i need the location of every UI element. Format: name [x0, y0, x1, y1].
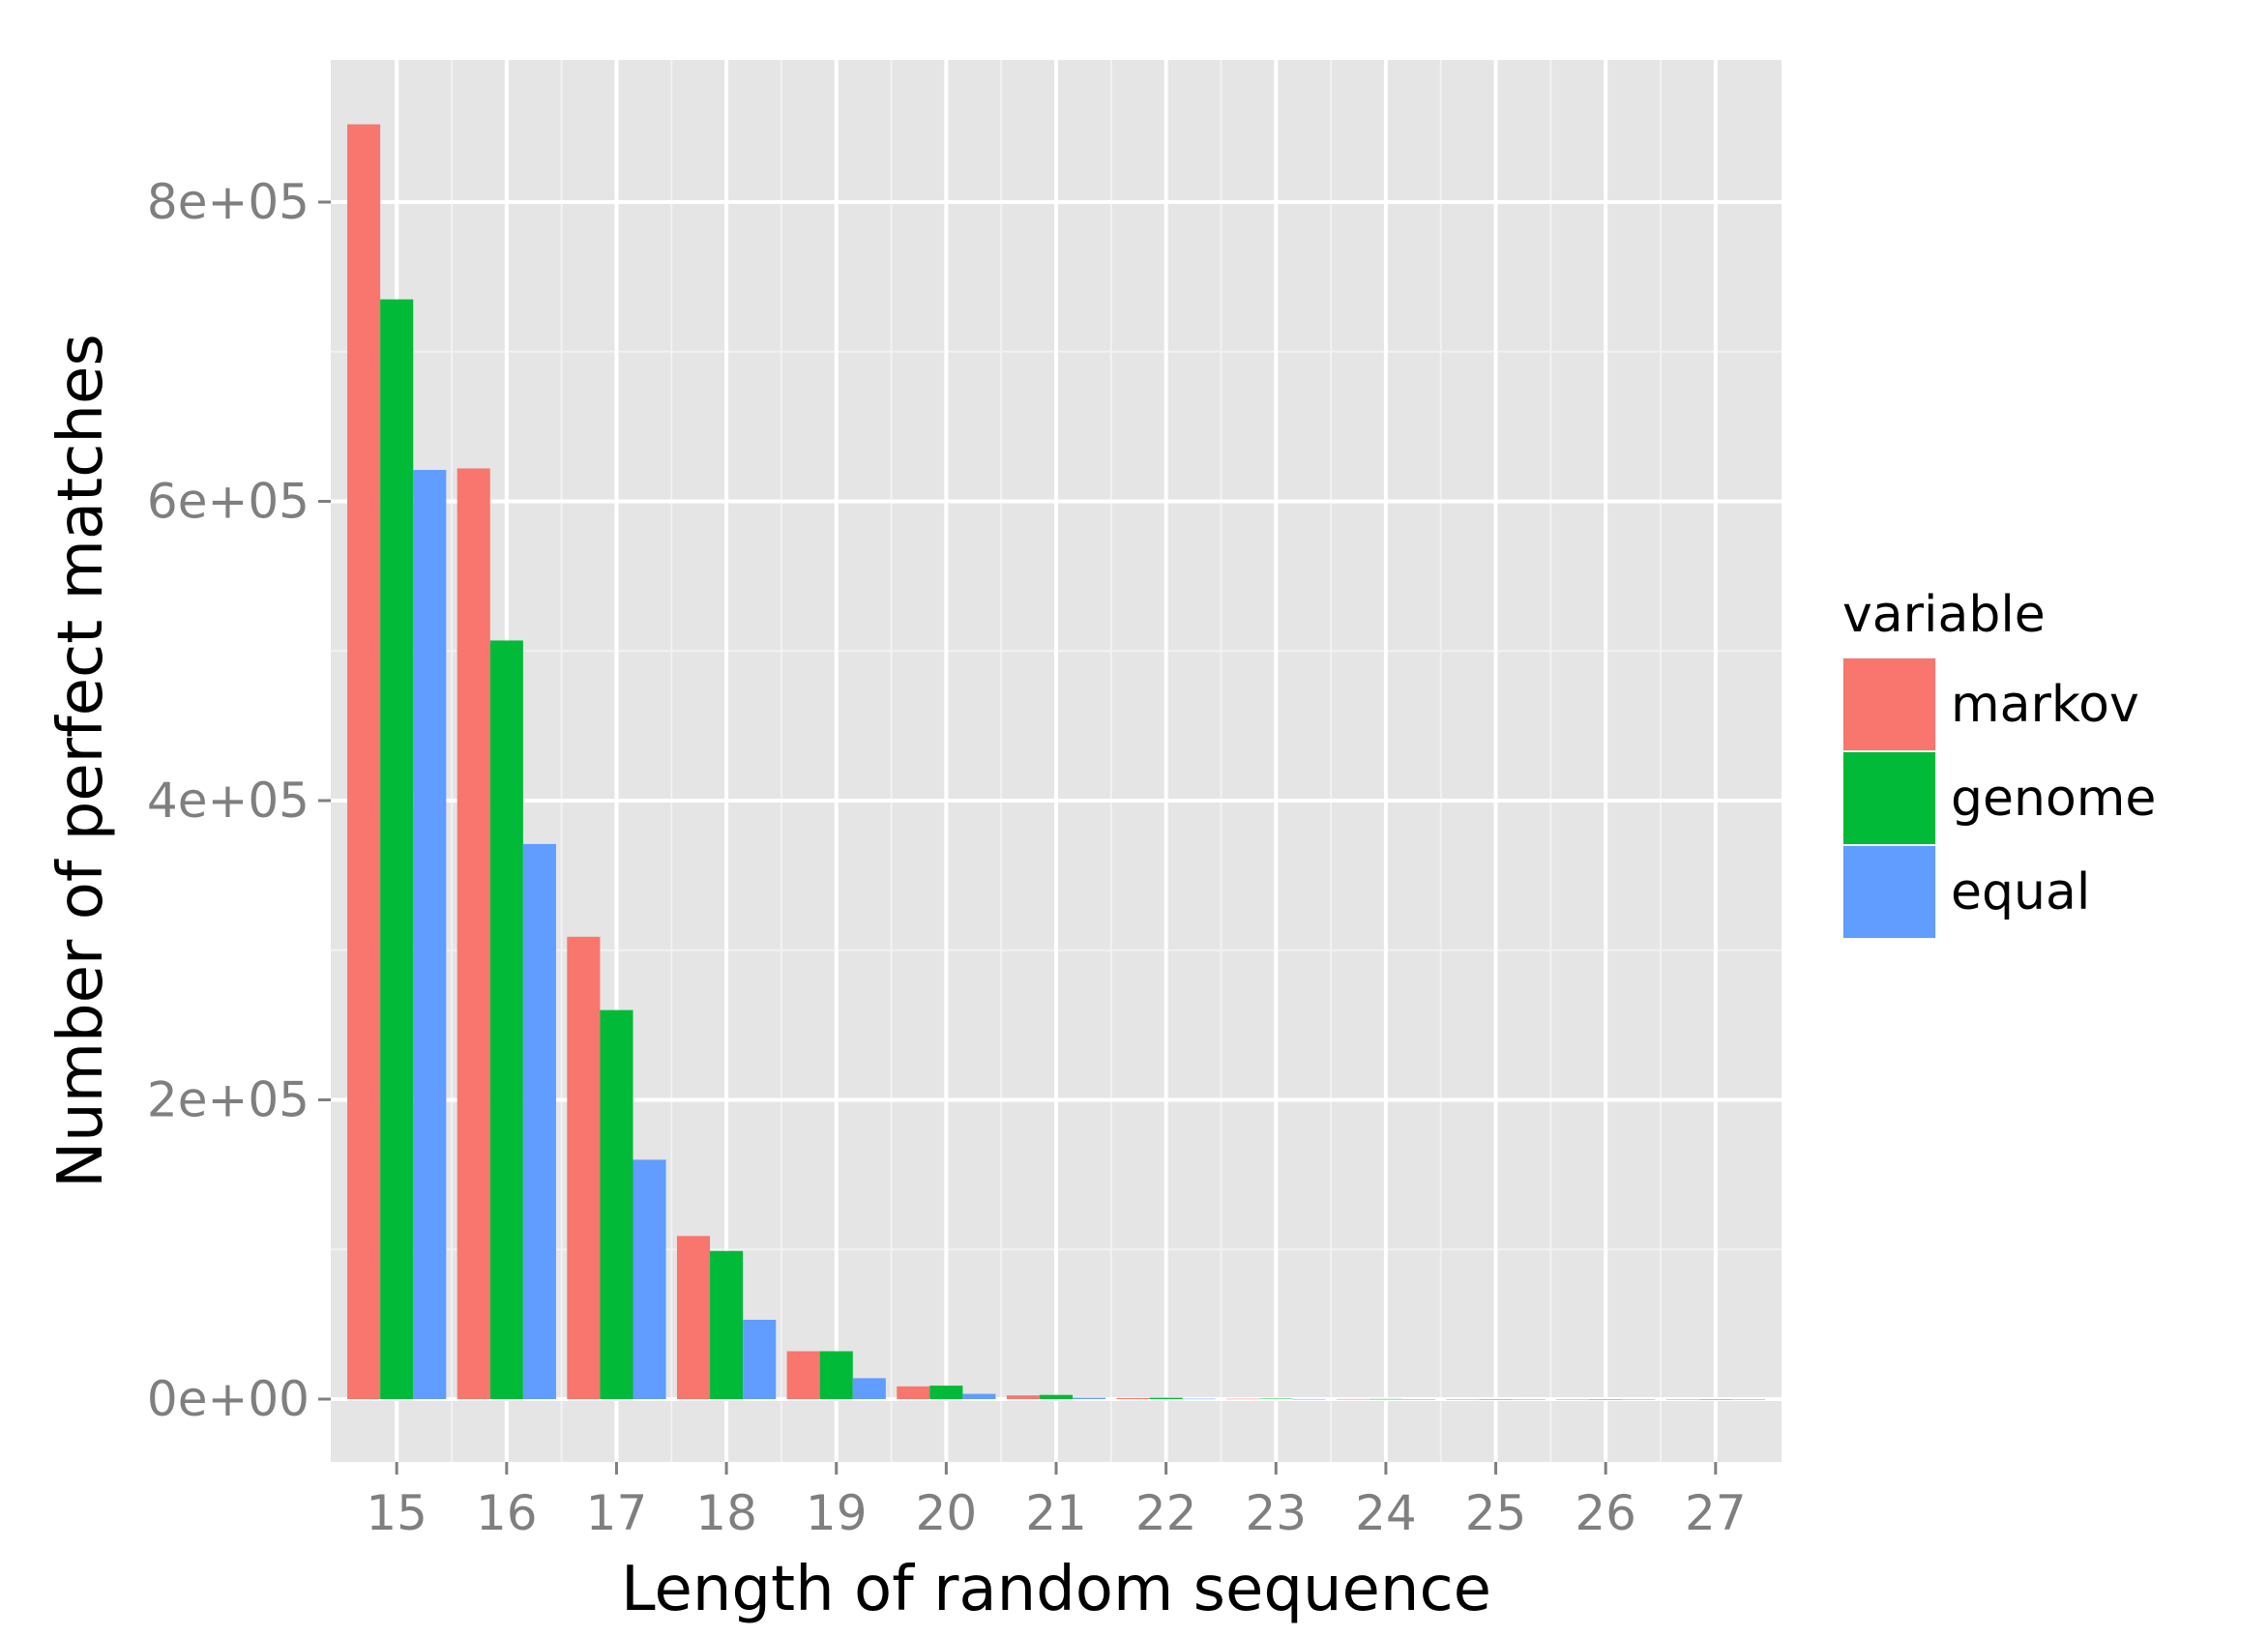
bar-markov-19 — [786, 1351, 820, 1400]
x-tick-label: 23 — [1245, 1485, 1307, 1541]
y-axis-title: Number of perfect matches — [45, 334, 117, 1187]
legend-label-markov: markov — [1951, 676, 2139, 734]
y-tick-label: 4e+05 — [147, 773, 309, 829]
legend: variable markov genome equal — [1842, 586, 2156, 939]
x-tick-label: 20 — [916, 1485, 978, 1541]
x-tick-label: 24 — [1355, 1485, 1417, 1541]
bars — [347, 124, 1765, 1400]
y-tick-label: 6e+05 — [147, 474, 309, 530]
bar-genome-23 — [1259, 1398, 1293, 1400]
bar-equal-26 — [1622, 1399, 1656, 1400]
bar-markov-18 — [676, 1236, 711, 1400]
bar-markov-16 — [457, 468, 490, 1400]
bar-genome-17 — [600, 1009, 633, 1400]
legend-label-equal: equal — [1951, 863, 2090, 921]
x-tick-label: 16 — [476, 1485, 538, 1541]
legend-label-genome: genome — [1951, 770, 2156, 828]
legend-key-markov — [1843, 658, 1935, 750]
y-tick-label: 2e+05 — [147, 1072, 309, 1128]
legend-key-genome — [1843, 752, 1935, 844]
bar-genome-20 — [929, 1386, 963, 1400]
x-tick-label: 15 — [366, 1485, 427, 1541]
x-axis-title: Length of random sequence — [621, 1554, 1491, 1625]
bar-equal-15 — [413, 470, 447, 1399]
bar-equal-16 — [522, 843, 556, 1400]
bar-equal-18 — [743, 1319, 777, 1400]
bar-genome-27 — [1698, 1399, 1732, 1400]
x-tick-label: 19 — [806, 1485, 868, 1541]
bar-equal-19 — [852, 1378, 886, 1399]
x-tick-label: 21 — [1025, 1485, 1087, 1541]
bar-genome-16 — [489, 640, 523, 1400]
bar-genome-15 — [380, 299, 414, 1400]
x-tick-label: 25 — [1465, 1485, 1527, 1541]
bar-equal-23 — [1292, 1398, 1326, 1400]
bar-markov-17 — [567, 936, 601, 1400]
y-tick-label: 0e+00 — [147, 1371, 309, 1427]
bar-markov-23 — [1226, 1398, 1260, 1400]
bar-markov-15 — [347, 124, 381, 1399]
x-tick-label: 27 — [1685, 1485, 1747, 1541]
bar-markov-20 — [897, 1386, 930, 1399]
bar-genome-18 — [710, 1250, 744, 1399]
bar-markov-27 — [1665, 1399, 1699, 1400]
y-tick-label: 8e+05 — [147, 174, 309, 230]
bar-markov-24 — [1336, 1398, 1370, 1400]
bar-equal-24 — [1401, 1398, 1436, 1400]
bar-equal-20 — [962, 1393, 996, 1400]
minor-gridlines — [331, 60, 1782, 1462]
bar-genome-19 — [819, 1351, 853, 1400]
bar-genome-22 — [1149, 1397, 1183, 1399]
bar-markov-21 — [1006, 1395, 1040, 1400]
y-axis: 0e+00 2e+05 4e+05 6e+05 8e+05 — [147, 174, 331, 1427]
bar-equal-21 — [1073, 1397, 1106, 1399]
x-tick-label: 26 — [1575, 1485, 1636, 1541]
bar-equal-27 — [1731, 1399, 1765, 1400]
bar-genome-25 — [1479, 1398, 1513, 1400]
bar-markov-26 — [1556, 1399, 1590, 1400]
bar-genome-21 — [1039, 1394, 1074, 1399]
bar-equal-25 — [1512, 1399, 1546, 1400]
x-tick-label: 17 — [586, 1485, 648, 1541]
bar-genome-26 — [1589, 1398, 1623, 1400]
bar-markov-22 — [1116, 1397, 1150, 1399]
x-tick-label: 22 — [1135, 1485, 1197, 1541]
bar-equal-22 — [1182, 1398, 1216, 1400]
x-tick-label: 18 — [695, 1485, 757, 1541]
legend-title: variable — [1842, 586, 2046, 644]
x-axis: 15 16 17 18 19 20 21 22 23 24 25 26 27 — [366, 1462, 1747, 1541]
bar-equal-17 — [633, 1159, 666, 1400]
bar-markov-25 — [1446, 1398, 1480, 1400]
legend-key-equal — [1843, 846, 1935, 938]
bar-genome-24 — [1369, 1398, 1402, 1400]
